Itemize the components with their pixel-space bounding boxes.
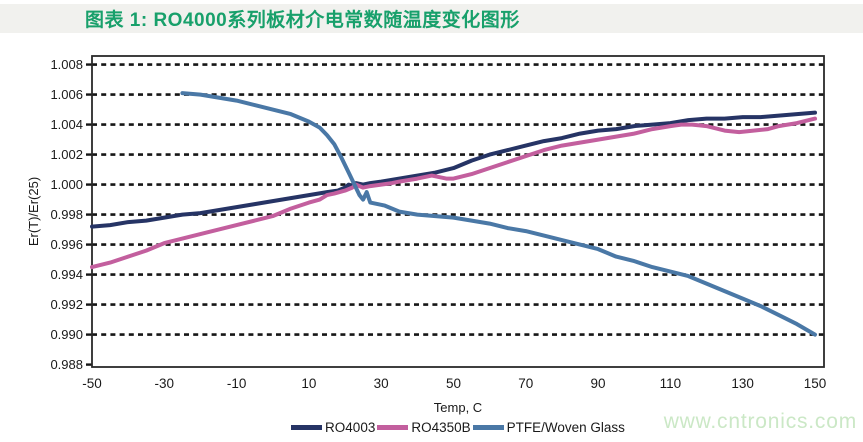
chart-caption: 图表 1: RO4000系列板材介电常数随温度变化图形	[85, 10, 520, 31]
legend-item-ro4003: RO4003	[291, 420, 375, 435]
svg-text:-10: -10	[227, 376, 247, 391]
y-axis-title: Er(T)/Er(25)	[26, 177, 41, 246]
svg-text:1.002: 1.002	[50, 147, 83, 162]
svg-text:0.990: 0.990	[50, 327, 83, 342]
x-axis-tick-labels: -50 -30 -10 10 30 50 70 90 110 130 150	[82, 376, 826, 391]
legend-swatch-ro4350b	[377, 424, 409, 430]
x-axis-title: Temp, C	[433, 400, 483, 415]
legend-label-ro4003: RO4003	[325, 419, 376, 435]
legend-item-ro4350b: RO4350B	[377, 419, 471, 435]
chart-legend: RO4003 RO4350B PTFE/Woven Glass	[92, 419, 824, 435]
svg-text:50: 50	[446, 376, 461, 391]
series-line-ro4350b	[90, 116, 817, 270]
svg-text:-50: -50	[82, 376, 102, 391]
series-line-ro4003	[90, 110, 817, 229]
svg-text:10: 10	[301, 376, 316, 391]
legend-label-ptfe: PTFE/Woven Glass	[506, 419, 625, 435]
svg-text:1.000: 1.000	[50, 177, 83, 192]
legend-swatch-ro4003	[291, 424, 323, 430]
svg-text:110: 110	[660, 376, 682, 391]
legend-label-ro4350b: RO4350B	[411, 419, 471, 435]
svg-text:0.998: 0.998	[50, 207, 83, 222]
legend-swatch-ptfe	[472, 424, 504, 430]
svg-text:0.988: 0.988	[50, 357, 83, 372]
svg-text:150: 150	[804, 376, 827, 391]
svg-text:70: 70	[518, 376, 533, 391]
svg-text:0.996: 0.996	[50, 237, 83, 252]
svg-text:1.008: 1.008	[50, 57, 83, 72]
series-line-ptfe-woven-glass	[180, 91, 817, 337]
svg-text:0.992: 0.992	[50, 297, 83, 312]
legend-item-ptfe: PTFE/Woven Glass	[472, 419, 625, 435]
watermark-text: www.cntronics.com	[663, 410, 857, 433]
plot-border	[91, 55, 825, 368]
y-axis-tick-labels: 1.008 1.006 1.004 1.002 1.000 0.998 0.996 0.994…	[50, 57, 83, 372]
svg-text:-30: -30	[155, 376, 175, 391]
svg-text:1.006: 1.006	[50, 87, 83, 102]
svg-text:90: 90	[591, 376, 606, 391]
svg-text:0.994: 0.994	[50, 267, 83, 282]
chart-caption-bar: 图表 1: RO4000系列板材介电常数随温度变化图形	[0, 4, 863, 33]
svg-text:30: 30	[374, 376, 389, 391]
svg-text:130: 130	[731, 376, 754, 391]
svg-text:1.004: 1.004	[50, 117, 83, 132]
